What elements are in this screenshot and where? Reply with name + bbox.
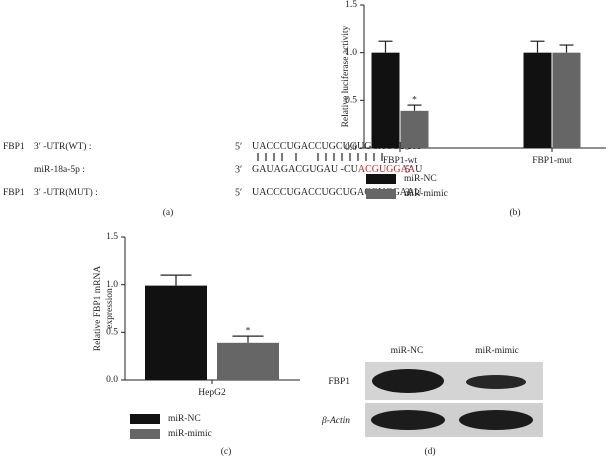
bar <box>371 52 400 148</box>
bar <box>523 52 552 148</box>
panel-label: (d) <box>424 446 435 457</box>
sequence: GAUAGACGUGAU -CUACGUGGAAU <box>252 164 423 175</box>
legend-label: miR-mimic <box>168 429 212 439</box>
gene: FBP1 <box>3 142 25 152</box>
y-tick-label: 1.5 <box>106 232 118 242</box>
band <box>371 410 445 430</box>
significance: * <box>412 95 417 105</box>
x-tick-label: FBP1-mut <box>532 156 572 166</box>
seq-end: 5′ <box>405 164 412 175</box>
legend-swatch <box>366 189 396 199</box>
row-label: 3′ -UTR(WT) : <box>34 141 91 152</box>
legend-label: miR-mimic <box>404 189 448 199</box>
band <box>459 410 533 430</box>
y-tick-label: 1.5 <box>345 0 357 10</box>
seq-start: 5′ <box>235 141 242 152</box>
bar <box>400 110 429 148</box>
sequence: UACCCUGACCUGCUGACGUGGAAU <box>252 187 422 198</box>
y-axis-label: Relative luciferase activity <box>340 25 351 127</box>
legend-swatch <box>366 174 396 184</box>
sequence: UACCCUGACCUGCUGUGCACCUUA <box>252 141 421 152</box>
panel-label: (b) <box>509 207 520 218</box>
y-tick-label: 1.0 <box>345 48 357 58</box>
column-label: miR-mimic <box>475 346 519 356</box>
y-tick-label: 0.5 <box>106 328 118 338</box>
bar <box>552 52 581 148</box>
panel-label: (c) <box>221 446 232 457</box>
bar <box>217 342 279 380</box>
legend-swatch <box>130 429 160 439</box>
seq-end: 3′ <box>405 187 412 198</box>
pairing-ticks <box>257 153 383 161</box>
x-tick-label: FBP1-wt <box>383 156 418 166</box>
significance: * <box>246 326 251 336</box>
row-label: FBP1 <box>328 377 350 387</box>
y-tick-label: 0.0 <box>345 143 357 153</box>
legend-label: miR-NC <box>404 174 437 184</box>
panel-d: miR-NC miR-mimic FBP1 β-Actin (d) <box>321 346 543 457</box>
x-tick-label: HepG2 <box>198 388 226 398</box>
gene: FBP1 <box>3 188 25 198</box>
panel-a: FBP1 3′ -UTR(WT) : 5′ UACCCUGACCUGCUGUGC… <box>3 141 423 218</box>
row-label: β-Actin <box>321 416 350 426</box>
row-label: miR-18a-5p : <box>34 165 85 175</box>
y-tick-label: 0.5 <box>345 96 357 106</box>
seq-start: 3′ <box>235 164 242 175</box>
seq-start: 5′ <box>235 187 242 198</box>
band <box>466 375 526 389</box>
y-tick-label: 1.0 <box>106 280 118 290</box>
y-axis-label: Relative FBP1 mRNA expression <box>93 266 115 352</box>
panel-label: (a) <box>163 207 174 218</box>
band <box>372 369 444 393</box>
y-tick-label: 0.0 <box>106 375 118 385</box>
legend-label: miR-NC <box>168 414 201 424</box>
legend-swatch <box>130 414 160 424</box>
row-label: 3′ -UTR(MUT) : <box>34 187 98 198</box>
column-label: miR-NC <box>391 346 424 356</box>
bar <box>145 285 207 380</box>
